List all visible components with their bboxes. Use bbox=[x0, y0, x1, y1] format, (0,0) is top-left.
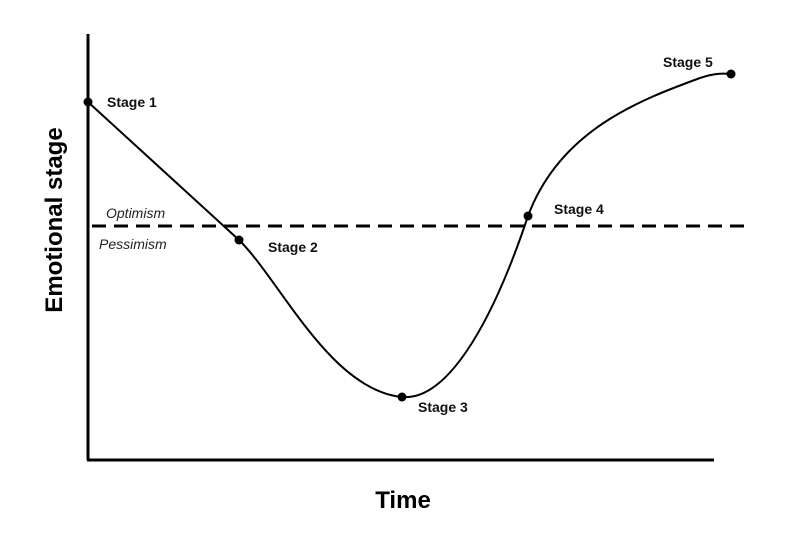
stage-5-point bbox=[726, 69, 736, 79]
stage-3-point bbox=[397, 392, 407, 402]
y-axis-title: Emotional stage bbox=[41, 127, 68, 312]
stage-4-point bbox=[523, 211, 533, 221]
stage-5-label: Stage 5 bbox=[663, 54, 713, 70]
pessimism-label: Pessimism bbox=[99, 236, 167, 252]
stage-1-point bbox=[83, 97, 93, 107]
stage-2-point bbox=[234, 235, 244, 245]
stage-1-label: Stage 1 bbox=[107, 94, 157, 110]
stage-4-label: Stage 4 bbox=[554, 201, 604, 217]
optimism-label: Optimism bbox=[106, 205, 165, 221]
x-axis-title: Time bbox=[375, 487, 431, 514]
stage-2-label: Stage 2 bbox=[268, 239, 318, 255]
stage-3-label: Stage 3 bbox=[418, 399, 468, 415]
emotional-curve bbox=[87, 72, 732, 399]
